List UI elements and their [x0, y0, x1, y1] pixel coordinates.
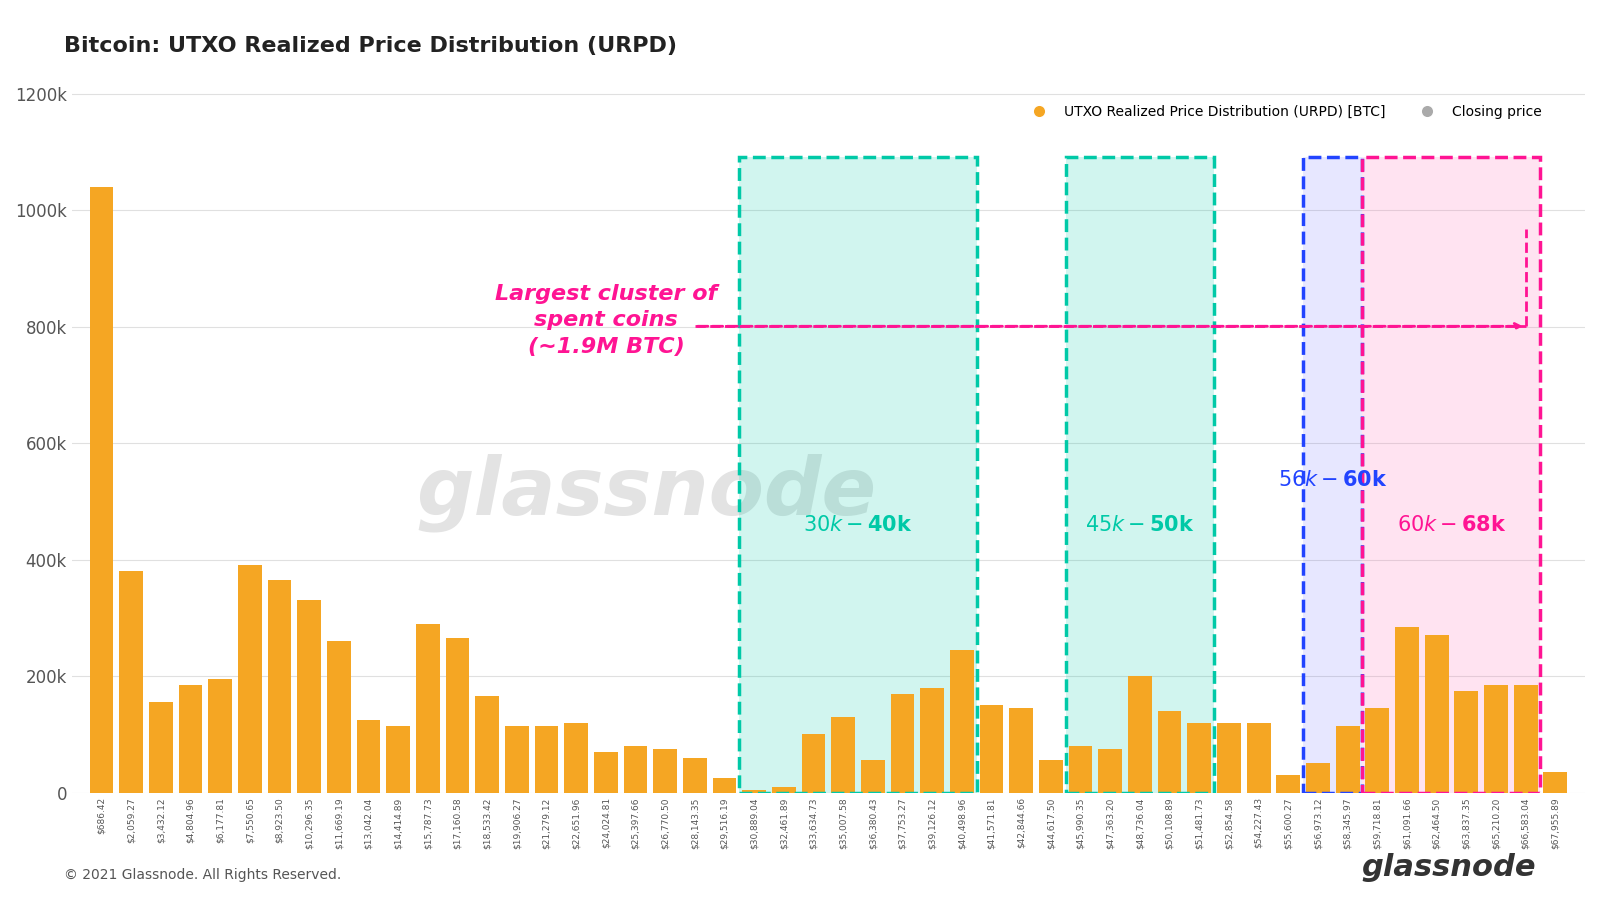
Bar: [1302, 157, 1363, 793]
Bar: [267, 580, 291, 793]
Bar: [534, 725, 558, 793]
Bar: [950, 650, 974, 793]
FancyBboxPatch shape: [1066, 157, 1214, 793]
Bar: [832, 716, 854, 793]
Bar: [1424, 635, 1448, 793]
FancyBboxPatch shape: [1302, 157, 1363, 793]
FancyBboxPatch shape: [739, 157, 976, 793]
Bar: [594, 752, 618, 793]
Text: $60k - $68k: $60k - $68k: [1397, 515, 1506, 536]
Bar: [1365, 708, 1389, 793]
Bar: [624, 746, 648, 793]
Bar: [1099, 749, 1122, 793]
Bar: [1128, 676, 1152, 793]
Text: © 2021 Glassnode. All Rights Reserved.: © 2021 Glassnode. All Rights Reserved.: [64, 868, 341, 882]
Legend: UTXO Realized Price Distribution (URPD) [BTC], Closing price: UTXO Realized Price Distribution (URPD) …: [1019, 99, 1547, 124]
Bar: [712, 778, 736, 793]
Bar: [1218, 723, 1242, 793]
Bar: [326, 641, 350, 793]
Bar: [861, 760, 885, 793]
Bar: [386, 725, 410, 793]
Text: $30k - $40k: $30k - $40k: [803, 515, 914, 536]
Bar: [565, 723, 589, 793]
Bar: [446, 638, 469, 793]
Bar: [1544, 772, 1566, 793]
Bar: [1010, 708, 1034, 793]
Bar: [1187, 723, 1211, 793]
Bar: [920, 688, 944, 793]
Bar: [683, 758, 707, 793]
Text: glassnode: glassnode: [1362, 853, 1536, 882]
Bar: [1038, 760, 1062, 793]
Bar: [742, 789, 766, 793]
Text: Bitcoin: UTXO Realized Price Distribution (URPD): Bitcoin: UTXO Realized Price Distributio…: [64, 36, 677, 56]
Bar: [357, 720, 381, 793]
Bar: [979, 706, 1003, 793]
Bar: [1066, 157, 1214, 793]
Bar: [120, 572, 142, 793]
Bar: [1246, 723, 1270, 793]
Bar: [773, 787, 795, 793]
Bar: [298, 600, 322, 793]
Text: $45k - $50k: $45k - $50k: [1085, 515, 1195, 536]
Bar: [416, 624, 440, 793]
Bar: [1306, 763, 1330, 793]
Bar: [149, 702, 173, 793]
Bar: [238, 565, 262, 793]
Bar: [90, 187, 114, 793]
Bar: [506, 725, 528, 793]
Text: Largest cluster of
spent coins
(~1.9M BTC): Largest cluster of spent coins (~1.9M BT…: [494, 284, 717, 356]
Text: $56k - $60k: $56k - $60k: [1278, 470, 1387, 490]
Bar: [1158, 711, 1181, 793]
Bar: [1363, 157, 1541, 793]
Bar: [1514, 685, 1538, 793]
Bar: [179, 685, 203, 793]
FancyBboxPatch shape: [1363, 157, 1541, 793]
Bar: [1336, 725, 1360, 793]
Bar: [1395, 626, 1419, 793]
Bar: [1069, 746, 1093, 793]
Bar: [739, 157, 976, 793]
Text: glassnode: glassnode: [416, 454, 877, 532]
Bar: [1277, 775, 1301, 793]
Bar: [891, 694, 915, 793]
Bar: [1454, 690, 1478, 793]
Bar: [653, 749, 677, 793]
Bar: [208, 679, 232, 793]
Bar: [475, 697, 499, 793]
Bar: [802, 734, 826, 793]
Bar: [1485, 685, 1507, 793]
